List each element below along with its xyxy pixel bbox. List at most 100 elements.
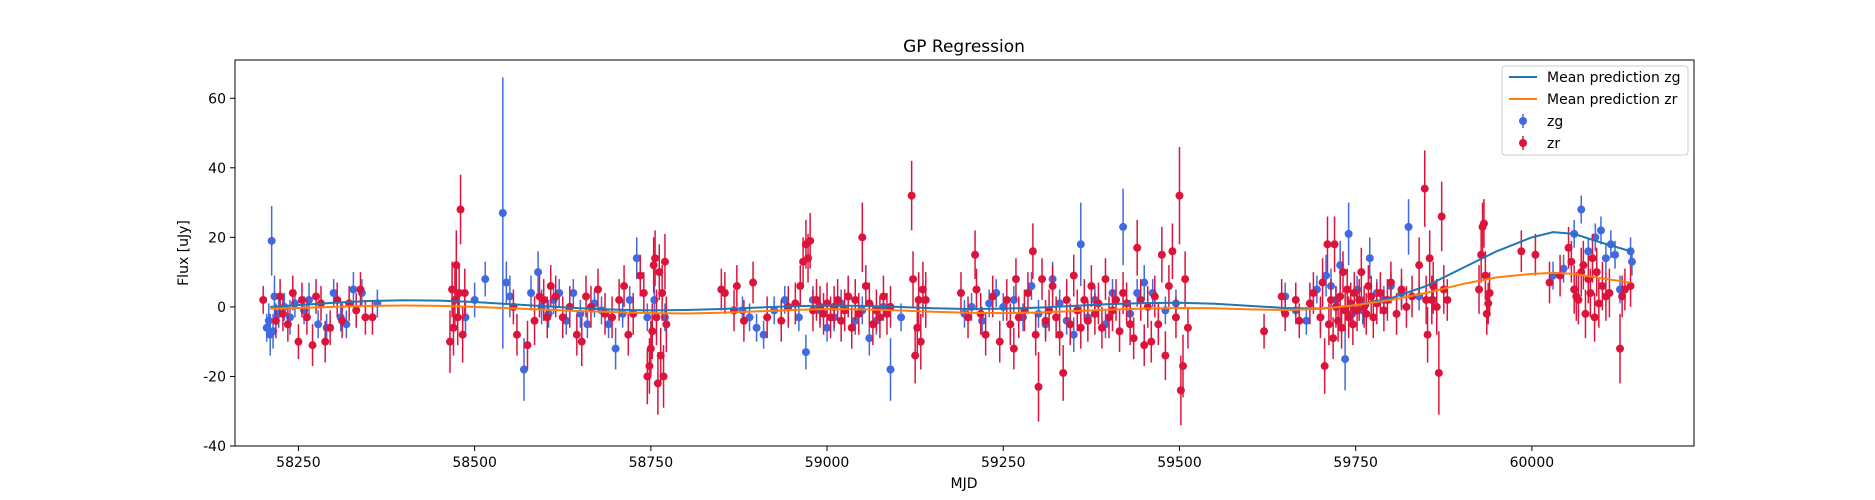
data-point-zr bbox=[543, 296, 552, 339]
x-tick-label: 59500 bbox=[1157, 455, 1202, 471]
data-point-zg bbox=[801, 334, 810, 370]
marker-zr bbox=[1062, 295, 1071, 304]
marker-zr bbox=[1364, 282, 1373, 291]
marker-zr bbox=[1140, 341, 1149, 350]
data-point-zg bbox=[1596, 216, 1605, 245]
marker-zr bbox=[1427, 295, 1436, 304]
data-point-zr bbox=[763, 296, 772, 339]
legend-box bbox=[1501, 65, 1689, 156]
data-point-zr bbox=[1133, 219, 1142, 276]
marker-zr bbox=[1295, 316, 1304, 325]
marker-zr bbox=[1059, 368, 1068, 377]
data-point-zg bbox=[1076, 202, 1085, 287]
data-point-zr bbox=[452, 230, 461, 300]
marker-zr bbox=[259, 295, 268, 304]
data-point-zr bbox=[1011, 258, 1020, 300]
marker-zr bbox=[1592, 268, 1601, 277]
data-point-zr bbox=[914, 272, 923, 328]
marker-zr bbox=[1475, 285, 1484, 294]
data-point-zr bbox=[1443, 279, 1452, 321]
marker-zg bbox=[1069, 330, 1078, 339]
data-point-zr bbox=[1330, 216, 1339, 273]
y-axis-label: Flux [uJy] bbox=[176, 220, 192, 286]
marker-zr bbox=[1147, 337, 1156, 346]
y-tick-label: 40 bbox=[208, 161, 226, 177]
data-point-zr bbox=[1420, 150, 1429, 227]
marker-zg bbox=[527, 288, 536, 297]
data-point-zg bbox=[1055, 289, 1064, 318]
marker-zr bbox=[1023, 288, 1032, 297]
marker-zr bbox=[1531, 250, 1540, 259]
marker-zr bbox=[1329, 334, 1338, 343]
data-point-zr bbox=[1618, 275, 1627, 318]
marker-zg bbox=[759, 330, 768, 339]
marker-zg bbox=[349, 285, 358, 294]
marker-zg bbox=[897, 313, 906, 322]
data-point-zg bbox=[643, 303, 652, 332]
marker-zr bbox=[837, 316, 846, 325]
data-point-zr bbox=[1327, 279, 1336, 321]
marker-zr bbox=[1112, 295, 1121, 304]
marker-zg bbox=[270, 292, 279, 301]
data-point-zr bbox=[907, 160, 916, 231]
marker-zr bbox=[1260, 327, 1269, 336]
data-point-zg bbox=[1119, 188, 1128, 266]
marker-zr bbox=[1517, 247, 1526, 256]
marker-zr bbox=[812, 295, 821, 304]
y-tick-label: 60 bbox=[208, 91, 226, 107]
marker-zr bbox=[1171, 313, 1180, 322]
data-point-zr bbox=[572, 313, 581, 356]
data-point-zg bbox=[583, 310, 592, 339]
marker-zr bbox=[1545, 278, 1554, 287]
marker-zr bbox=[1348, 320, 1357, 329]
data-point-zr bbox=[1175, 146, 1184, 245]
data-point-zr bbox=[972, 268, 981, 311]
data-point-zr bbox=[577, 317, 586, 367]
data-point-zr bbox=[916, 313, 925, 370]
data-point-zr bbox=[1392, 292, 1401, 335]
marker-zr bbox=[1143, 302, 1152, 311]
marker-zr bbox=[847, 323, 856, 332]
marker-zr bbox=[1415, 261, 1424, 270]
data-point-zg bbox=[1365, 237, 1374, 280]
data-point-zg bbox=[519, 338, 528, 401]
marker-zg bbox=[267, 236, 276, 245]
data-point-zr bbox=[294, 324, 303, 360]
data-point-zr bbox=[1323, 216, 1332, 273]
data-point-zg bbox=[270, 275, 279, 318]
legend-entry-zr: zr bbox=[1547, 136, 1560, 152]
marker-zr bbox=[456, 205, 465, 214]
data-point-zr bbox=[833, 279, 842, 321]
marker-zr bbox=[1136, 295, 1145, 304]
marker-zr bbox=[914, 295, 923, 304]
marker-zr bbox=[445, 337, 454, 346]
data-point-zr bbox=[1479, 199, 1488, 248]
marker-zr bbox=[1055, 330, 1064, 339]
marker-zg bbox=[502, 278, 511, 287]
marker-zr bbox=[326, 323, 335, 332]
marker-zg bbox=[1302, 316, 1311, 325]
data-point-zg bbox=[267, 206, 276, 276]
marker-zr bbox=[819, 309, 828, 318]
data-point-zr bbox=[819, 292, 828, 335]
marker-zr bbox=[312, 292, 321, 301]
marker-zr bbox=[879, 292, 888, 301]
marker-zr bbox=[460, 288, 469, 297]
data-point-zr bbox=[1615, 313, 1624, 384]
marker-zr bbox=[1034, 382, 1043, 391]
data-point-zr bbox=[1338, 251, 1347, 293]
marker-zr bbox=[321, 337, 330, 346]
marker-zg bbox=[1336, 261, 1345, 270]
marker-zr bbox=[448, 285, 457, 294]
marker-zr bbox=[777, 316, 786, 325]
data-point-zr bbox=[964, 296, 973, 339]
x-tick-label: 60000 bbox=[1510, 455, 1555, 471]
marker-zr bbox=[551, 292, 560, 301]
marker-zr bbox=[1101, 275, 1110, 284]
data-point-zg bbox=[759, 320, 768, 349]
marker-zr bbox=[1316, 313, 1325, 322]
marker-zr bbox=[988, 292, 997, 301]
data-point-zr bbox=[651, 230, 660, 287]
marker-zg bbox=[264, 316, 273, 325]
data-point-zr bbox=[861, 265, 870, 307]
